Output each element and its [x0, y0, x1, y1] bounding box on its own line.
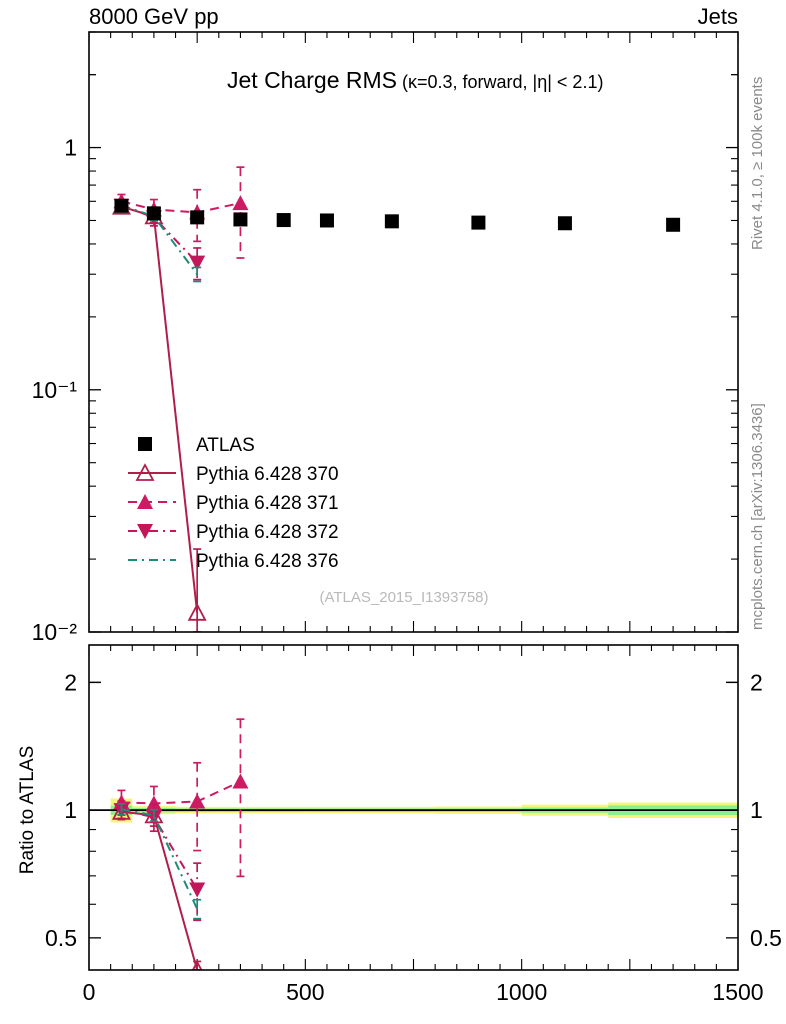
ratio-panel: 0.5 0.5 1 1 2 2 0 500 1000 1500 Ratio to ATLAS — [17, 644, 782, 1005]
data-marker — [557, 216, 572, 231]
series-line — [121, 810, 199, 970]
plot-title-sub: (κ=0.3, forward, |η| < 2.1) — [402, 72, 603, 92]
legend-item[interactable]: Pythia 6.428 370 — [128, 463, 339, 485]
ratio-axis-label: Ratio to ATLAS — [17, 746, 38, 875]
legend: ATLAS Pythia 6.428 370 Pythia 6.428 371 Pyt… — [128, 435, 339, 572]
legend-label: ATLAS — [196, 435, 255, 456]
series-pythia-6-428-376 — [117, 802, 202, 920]
data-marker — [276, 213, 291, 228]
side-label-rivet: Rivet 4.1.0, ≥ 100k events — [749, 77, 766, 250]
ratio-x-tick-label: 1000 — [496, 979, 547, 1005]
series-pythia-6-428-371 — [113, 718, 249, 878]
side-label-mcplots: mcplots.cern.ch [arXiv:1306.3436] — [749, 403, 766, 630]
data-marker — [319, 213, 334, 228]
data-marker — [233, 212, 248, 227]
data-marker — [189, 255, 206, 271]
legend-label: Pythia 6.428 370 — [196, 464, 339, 485]
ratio-panel-x-tick-labels: 0 500 1000 1500 — [83, 979, 764, 1005]
legend-label: Pythia 6.428 372 — [196, 522, 339, 543]
ratio-uncertainty-bands — [89, 798, 738, 823]
legend-item[interactable]: Pythia 6.428 372 — [128, 522, 339, 543]
ratio-y-tick-label-right: 1 — [750, 797, 763, 823]
plot-title-main: Jet Charge RMS — [227, 67, 397, 93]
data-marker — [146, 206, 161, 221]
main-panel-ticks — [88, 31, 739, 633]
series-pythia-6-428-371 — [113, 166, 249, 259]
ratio-panel-y-tick-labels: 0.5 0.5 1 1 2 2 — [45, 669, 782, 950]
main-panel-data — [111, 166, 681, 632]
main-panel-y-tick-labels: 10⁻² 10⁻¹ 1 — [32, 135, 78, 645]
legend-item[interactable]: Pythia 6.428 376 — [128, 551, 339, 572]
series-line — [121, 808, 199, 910]
legend-label: Pythia 6.428 371 — [196, 493, 339, 514]
ratio-x-tick-label: 500 — [286, 979, 324, 1005]
ratio-y-tick-label-right: 2 — [750, 669, 763, 695]
data-marker — [232, 773, 249, 789]
data-marker — [114, 198, 129, 213]
data-marker — [666, 217, 681, 232]
series-line — [121, 809, 199, 891]
main-y-tick-label: 10⁻² — [32, 619, 78, 645]
data-marker — [189, 882, 206, 898]
data-marker — [232, 195, 249, 211]
ratio-y-tick-label: 1 — [64, 797, 77, 823]
header-right: Jets — [698, 4, 738, 29]
data-marker — [145, 795, 162, 811]
main-series-group — [111, 166, 681, 632]
legend-marker-triangle-up-filled — [137, 494, 153, 509]
analysis-watermark: (ATLAS_2015_I1393758) — [319, 589, 488, 606]
header-left: 8000 GeV pp — [89, 4, 219, 29]
data-marker — [189, 793, 206, 809]
series-line — [121, 200, 241, 214]
ratio-panel-data — [111, 718, 249, 970]
ratio-x-tick-label: 0 — [83, 979, 96, 1005]
legend-item[interactable]: Pythia 6.428 371 — [128, 493, 339, 514]
ratio-y-tick-label: 2 — [64, 669, 77, 695]
data-marker — [190, 210, 205, 225]
series-line — [121, 780, 241, 805]
ratio-y-tick-label-right: 0.5 — [750, 925, 782, 951]
series-pythia-6-428-370 — [111, 196, 207, 632]
data-marker — [471, 215, 486, 230]
series-atlas — [114, 198, 681, 232]
series-pythia-6-428-370 — [111, 801, 203, 970]
main-panel: 10⁻² 10⁻¹ 1 — [32, 31, 739, 645]
ratio-x-tick-label: 1500 — [712, 979, 763, 1005]
main-y-tick-label: 1 — [64, 135, 77, 161]
main-panel-frame — [88, 31, 739, 633]
series-line — [121, 205, 199, 613]
main-y-tick-label: 10⁻¹ — [32, 377, 78, 403]
data-marker — [187, 602, 207, 621]
ratio-series-group — [111, 718, 249, 970]
data-marker — [384, 214, 399, 229]
ratio-panel-frame — [88, 644, 739, 971]
legend-label: Pythia 6.428 376 — [196, 551, 339, 572]
legend-marker-triangle-up-open — [135, 463, 155, 481]
ratio-y-tick-label: 0.5 — [45, 925, 77, 951]
legend-item[interactable]: ATLAS — [138, 435, 255, 456]
plot-title: Jet Charge RMS (κ=0.3, forward, |η| < 2.… — [227, 67, 603, 93]
legend-marker-triangle-down-filled — [137, 524, 153, 539]
legend-marker-square-filled — [138, 437, 152, 451]
